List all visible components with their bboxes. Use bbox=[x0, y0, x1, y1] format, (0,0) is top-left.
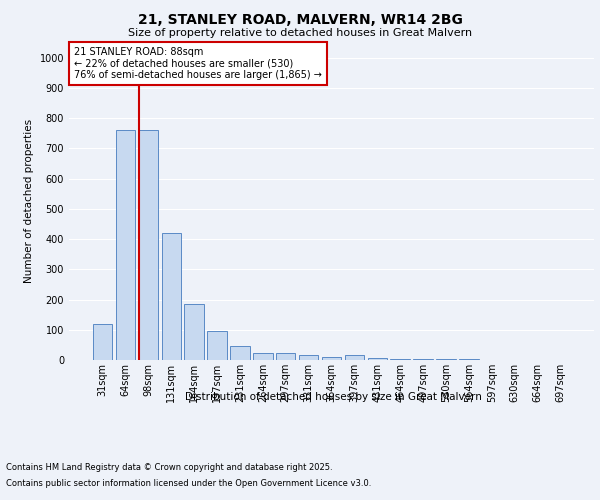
Bar bbox=[139, 130, 158, 360]
Bar bbox=[184, 304, 204, 360]
Bar bbox=[344, 354, 364, 360]
Text: Contains public sector information licensed under the Open Government Licence v3: Contains public sector information licen… bbox=[6, 478, 371, 488]
Bar bbox=[116, 130, 135, 360]
Text: 21 STANLEY ROAD: 88sqm
← 22% of detached houses are smaller (530)
76% of semi-de: 21 STANLEY ROAD: 88sqm ← 22% of detached… bbox=[74, 48, 322, 80]
Y-axis label: Number of detached properties: Number of detached properties bbox=[24, 119, 34, 284]
Text: 21, STANLEY ROAD, MALVERN, WR14 2BG: 21, STANLEY ROAD, MALVERN, WR14 2BG bbox=[137, 12, 463, 26]
Text: Contains HM Land Registry data © Crown copyright and database right 2025.: Contains HM Land Registry data © Crown c… bbox=[6, 464, 332, 472]
Bar bbox=[230, 346, 250, 360]
Bar bbox=[299, 356, 319, 360]
Text: Distribution of detached houses by size in Great Malvern: Distribution of detached houses by size … bbox=[185, 392, 481, 402]
Bar bbox=[253, 354, 272, 360]
Bar bbox=[368, 358, 387, 360]
Text: Size of property relative to detached houses in Great Malvern: Size of property relative to detached ho… bbox=[128, 28, 472, 38]
Bar bbox=[208, 332, 227, 360]
Bar bbox=[93, 324, 112, 360]
Bar bbox=[276, 354, 295, 360]
Bar bbox=[161, 233, 181, 360]
Bar bbox=[322, 357, 341, 360]
